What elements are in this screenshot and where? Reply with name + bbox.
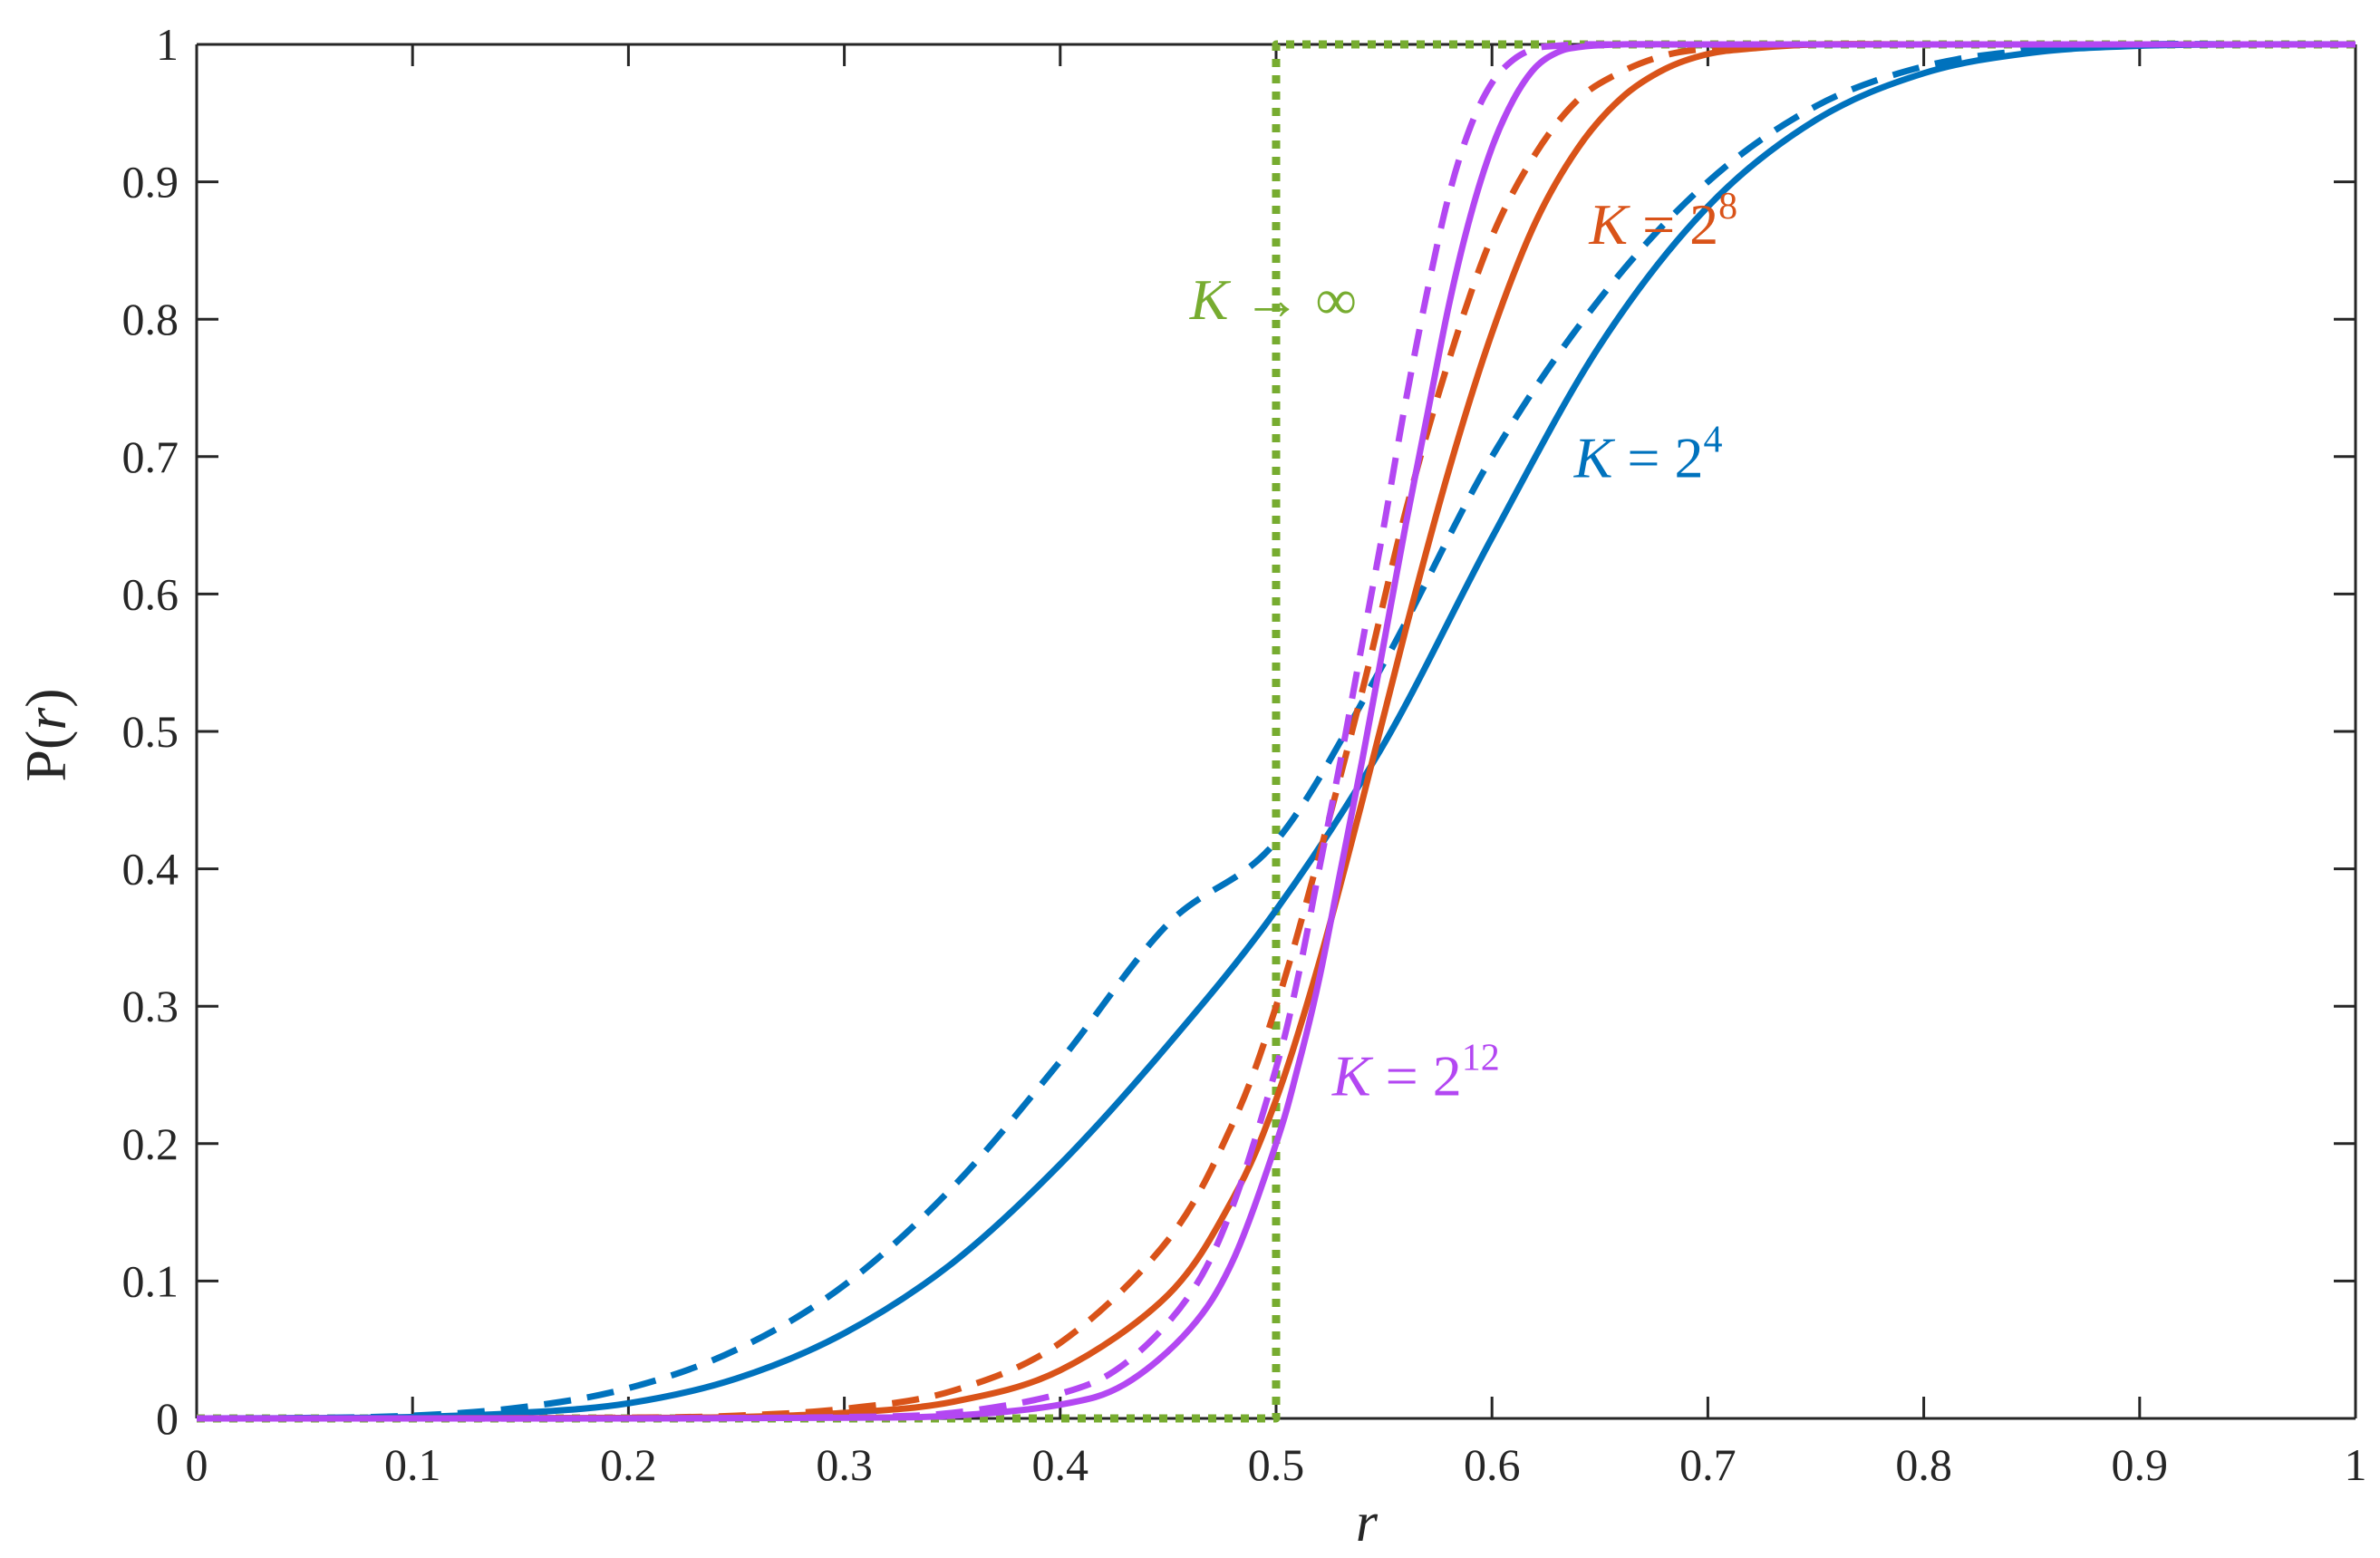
annotation-k4: K = 24 (1573, 420, 1723, 490)
annotation-exponent: 12 (1462, 1038, 1500, 1079)
annotation-exponent: 8 (1718, 186, 1737, 227)
series-line-k24-solid (196, 41, 2356, 1422)
x-tick-label: 0.5 (1248, 1439, 1305, 1490)
y-tick-label: 0.1 (122, 1255, 179, 1306)
y-tick-label: 0.4 (122, 844, 179, 895)
annotation-value: 2 (1689, 192, 1718, 256)
annotation-var: K (1189, 267, 1232, 332)
y-axis-title: P(r) (14, 688, 78, 781)
y-tick-label: 0.3 (122, 981, 179, 1031)
y-axis-title-suffix: ) (14, 688, 78, 707)
annotation-operator: = (1612, 426, 1674, 490)
series-line-k212-solid (197, 41, 2356, 1422)
annotation-value: ∞ (1315, 267, 1357, 332)
series-line-k-inf-dotted (197, 40, 2356, 1423)
axes: 0 0.1 0.2 0.3 0.4 0.5 0.6 0.7 0.8 0.9 1 0 0.1 0.2 0.3 0… (122, 19, 2367, 1490)
y-axis-title-var: r (14, 707, 78, 731)
x-tick-label: 0 (186, 1439, 208, 1490)
annotation-var: K (1331, 1044, 1374, 1108)
annotation-operator: → (1228, 267, 1315, 332)
x-axis-title: r (1356, 1492, 1379, 1553)
y-tick-label: 0.6 (122, 568, 179, 619)
annotation-k8: K = 28 (1588, 186, 1737, 256)
x-tick-label: 0.2 (600, 1439, 657, 1490)
x-tick-label: 0.6 (1464, 1439, 1521, 1490)
annotation-k12: K = 212 (1331, 1038, 1500, 1108)
x-tick-label: 1 (2345, 1439, 2367, 1490)
annotation-operator: = (1628, 192, 1689, 256)
series-layer (196, 40, 2356, 1423)
series-line-k24-dashed (196, 41, 2356, 1422)
x-tick-label: 0.7 (1679, 1439, 1737, 1490)
x-tick-label: 0.4 (1032, 1439, 1089, 1490)
annotations: K → ∞K = 28K = 24K = 212 (1189, 186, 1737, 1108)
x-tick-label: 0.1 (384, 1439, 441, 1490)
y-tick-label: 0 (156, 1393, 179, 1444)
annotation-inf: K → ∞ (1189, 267, 1357, 332)
y-tick-label: 0.2 (122, 1118, 179, 1169)
x-tick-label: 0.8 (1895, 1439, 1952, 1490)
y-tick-label: 0.5 (122, 706, 179, 757)
annotation-exponent: 4 (1703, 420, 1722, 461)
annotation-var: K (1588, 192, 1630, 256)
y-tick-label: 1 (156, 19, 179, 70)
annotation-var: K (1573, 426, 1616, 490)
y-tick-label: 0.8 (122, 294, 179, 344)
annotation-value: 2 (1433, 1044, 1462, 1108)
annotation-operator: = (1371, 1044, 1433, 1108)
y-tick-label: 0.7 (122, 431, 179, 482)
y-tick-label: 0.9 (122, 157, 179, 208)
annotation-value: 2 (1674, 426, 1703, 490)
y-axis-title-prefix: P( (14, 731, 78, 782)
x-tick-label: 0.3 (816, 1439, 873, 1490)
x-tick-label: 0.9 (2112, 1439, 2169, 1490)
